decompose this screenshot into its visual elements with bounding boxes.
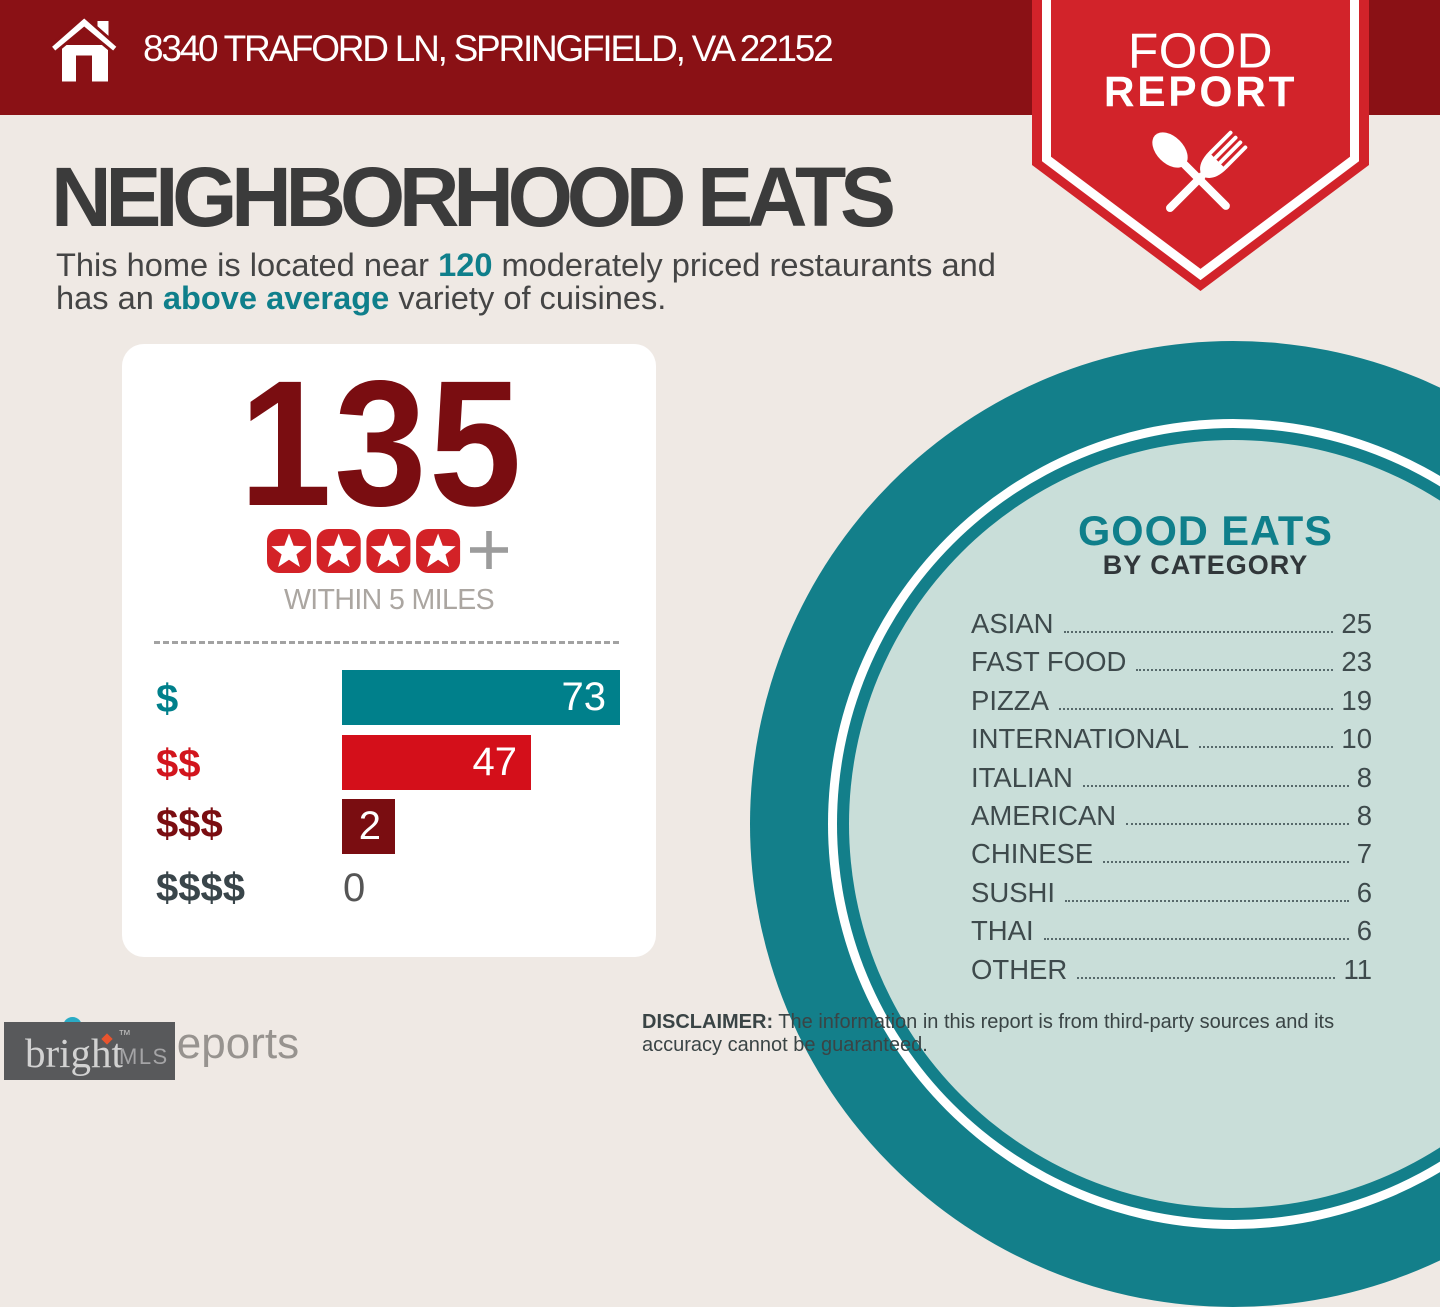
svg-text:FOOD: FOOD — [1128, 24, 1273, 79]
svg-text:REPORT: REPORT — [1104, 69, 1297, 116]
